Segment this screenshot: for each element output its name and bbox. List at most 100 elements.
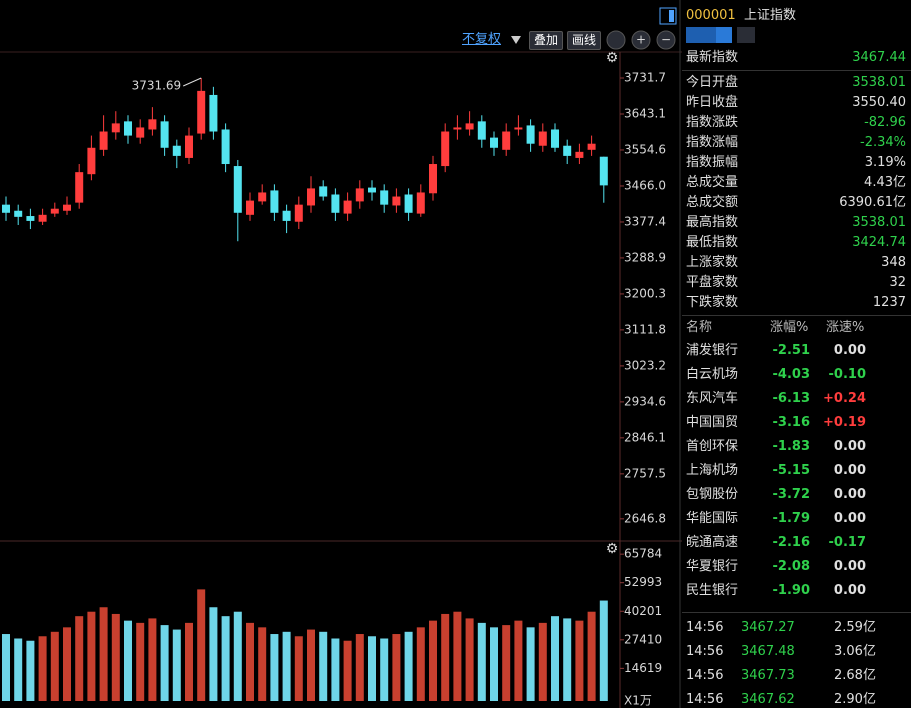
stock-speed: 0.00 [833, 463, 866, 478]
y-tick-label: 3466.0 [624, 178, 666, 192]
stat-value: 1237 [872, 295, 906, 310]
volume-bar [111, 613, 120, 701]
stat-value: -82.96 [864, 115, 906, 130]
trade-time: 14:56 [686, 620, 724, 635]
volume-bar [453, 611, 462, 701]
volume-bar [538, 622, 547, 701]
stock-name[interactable]: 浦发银行 [686, 343, 739, 358]
stat-value: 3424.74 [852, 235, 906, 250]
candle-body [416, 192, 425, 214]
menu-button[interactable] [716, 27, 732, 43]
zoom-in-icon: + [636, 33, 646, 47]
stock-name[interactable]: 上海机场 [686, 463, 739, 478]
stock-name[interactable]: 民生银行 [686, 583, 739, 598]
candle-body [502, 131, 511, 150]
volume-bar [551, 616, 559, 701]
gear-icon[interactable]: ⚙ [606, 541, 619, 557]
stock-name[interactable]: 华能国际 [686, 511, 739, 526]
volume-bar [99, 607, 108, 701]
candle-body [551, 129, 559, 148]
volume-bar [502, 625, 511, 701]
adjust-select[interactable]: 不复权 [462, 32, 502, 47]
stock-name[interactable]: 包钢股份 [686, 487, 739, 502]
gear-icon[interactable]: ⚙ [606, 50, 619, 66]
volume-bar [392, 634, 401, 701]
share-button[interactable] [737, 27, 755, 43]
volume-bar [465, 618, 474, 701]
volume-bar [87, 611, 96, 701]
stock-name[interactable]: 东风汽车 [686, 391, 739, 406]
stat-label: 昨日收盘 [686, 95, 739, 110]
stat-label: 总成交量 [686, 175, 739, 190]
candle-body [465, 123, 474, 130]
y-tick-label: 52993 [624, 575, 662, 589]
candle-body [599, 156, 608, 186]
volume-bar [477, 622, 486, 701]
overlay-button[interactable]: 叠加 [529, 31, 564, 50]
candle-body [343, 200, 352, 214]
volume-bar [343, 640, 352, 701]
candle-body [2, 204, 10, 213]
stat-label: 总成交额 [686, 195, 739, 210]
candle-body [26, 216, 35, 221]
candle-body [380, 190, 389, 205]
volume-bar [14, 638, 23, 701]
stock-name[interactable]: 皖通高速 [686, 535, 739, 550]
y-tick-label: 65784 [624, 547, 662, 561]
candle-body [172, 145, 181, 156]
y-tick-label: 2846.1 [624, 430, 666, 444]
peak-label: 3731.69 [132, 79, 182, 93]
panel-toggle[interactable] [659, 7, 677, 25]
stock-name[interactable]: 首创环保 [686, 439, 739, 454]
volume-bar [307, 629, 315, 701]
volume-bar [136, 622, 145, 701]
reset-button[interactable] [606, 30, 626, 50]
candle-body [124, 121, 132, 136]
stock-name[interactable]: 白云机场 [686, 367, 739, 382]
candle-body [221, 129, 230, 165]
trade-time: 14:56 [686, 644, 724, 659]
candle-body [477, 121, 486, 140]
trade-price: 3467.48 [741, 644, 795, 659]
stock-name[interactable]: 华夏银行 [686, 559, 739, 574]
volume-bar [380, 638, 389, 701]
zoom-in-button[interactable] [631, 30, 651, 50]
dropdown-arrow [511, 36, 521, 44]
panel-toggle [669, 10, 674, 22]
stat-value: 3538.01 [852, 215, 906, 230]
candle-body [160, 121, 169, 148]
stat-value: 348 [881, 255, 906, 270]
stat-label: 最新指数 [686, 50, 739, 65]
add-button[interactable] [686, 27, 716, 43]
stock-name[interactable]: 中国国贸 [686, 415, 739, 430]
y-tick-label: 3554.6 [624, 142, 666, 156]
candle-body [111, 123, 120, 133]
stat-label: 指数涨跌 [686, 115, 739, 130]
chart: ⚙ ⚙ + − 3731.7 3643.1 3554.6 3466.0 3377.4 32… [0, 0, 682, 708]
volume-bar [368, 636, 376, 701]
volume-bar [124, 620, 132, 701]
zoom-out-button[interactable] [656, 30, 676, 50]
candle-body [404, 194, 413, 213]
candle-body [429, 164, 437, 194]
stock-speed: 0.00 [833, 343, 866, 358]
draw-button[interactable]: 画线 [567, 31, 602, 50]
trade-amount: 2.90亿 [834, 692, 876, 707]
volume-bar [575, 620, 584, 701]
volume-bar [429, 620, 437, 701]
column-header: 涨幅% [770, 320, 809, 335]
stat-value: 3538.01 [852, 75, 906, 90]
candle-body [246, 200, 254, 215]
candle-body [258, 192, 267, 202]
volume-bar [490, 627, 498, 701]
y-tick-label: 27410 [624, 632, 662, 646]
volume-bar [331, 638, 340, 701]
separator [682, 315, 911, 316]
quote-code: 000001 [686, 8, 736, 23]
stock-speed: -0.10 [828, 367, 866, 382]
volume-bar [587, 611, 596, 701]
volume-bar [148, 618, 157, 701]
stat-label: 上涨家数 [686, 255, 739, 270]
candle-body [148, 119, 157, 130]
volume-bar [172, 629, 181, 701]
